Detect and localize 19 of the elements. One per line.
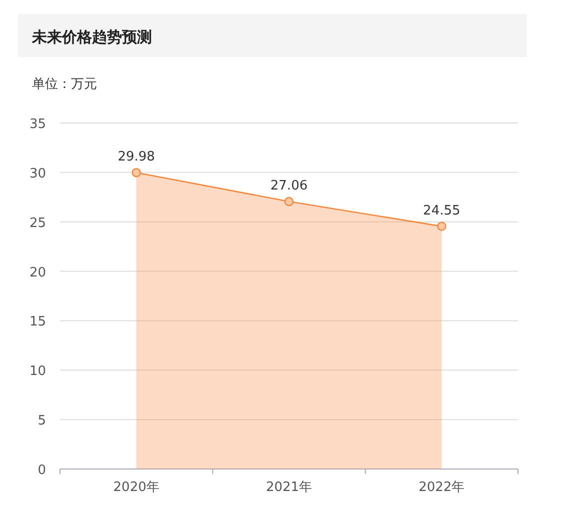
data-label: 29.98	[118, 150, 155, 165]
x-tick-label: 2020年	[113, 480, 160, 495]
point	[437, 222, 446, 231]
point	[284, 196, 294, 206]
y-axis-title: 单位：万元	[32, 77, 97, 92]
y-tick-label: 15	[29, 314, 46, 330]
data-label: 24.55	[423, 203, 460, 218]
y-tick-label: 30	[29, 166, 46, 182]
y-tick-label: 10	[29, 364, 46, 380]
y-tick-label: 35	[29, 117, 46, 132]
y-tick-label: 0	[38, 463, 46, 478]
chart-title: 未来价格趋势预测	[31, 28, 152, 46]
point	[132, 168, 141, 178]
data-label: 27.06	[270, 178, 308, 194]
y-tick-label: 5	[38, 414, 46, 429]
y-tick-label: 20	[29, 265, 46, 280]
y-tick-label: 25	[29, 216, 46, 231]
x-tick-label: 2021年	[266, 480, 312, 495]
x-tick-label: 2022年	[418, 480, 465, 495]
